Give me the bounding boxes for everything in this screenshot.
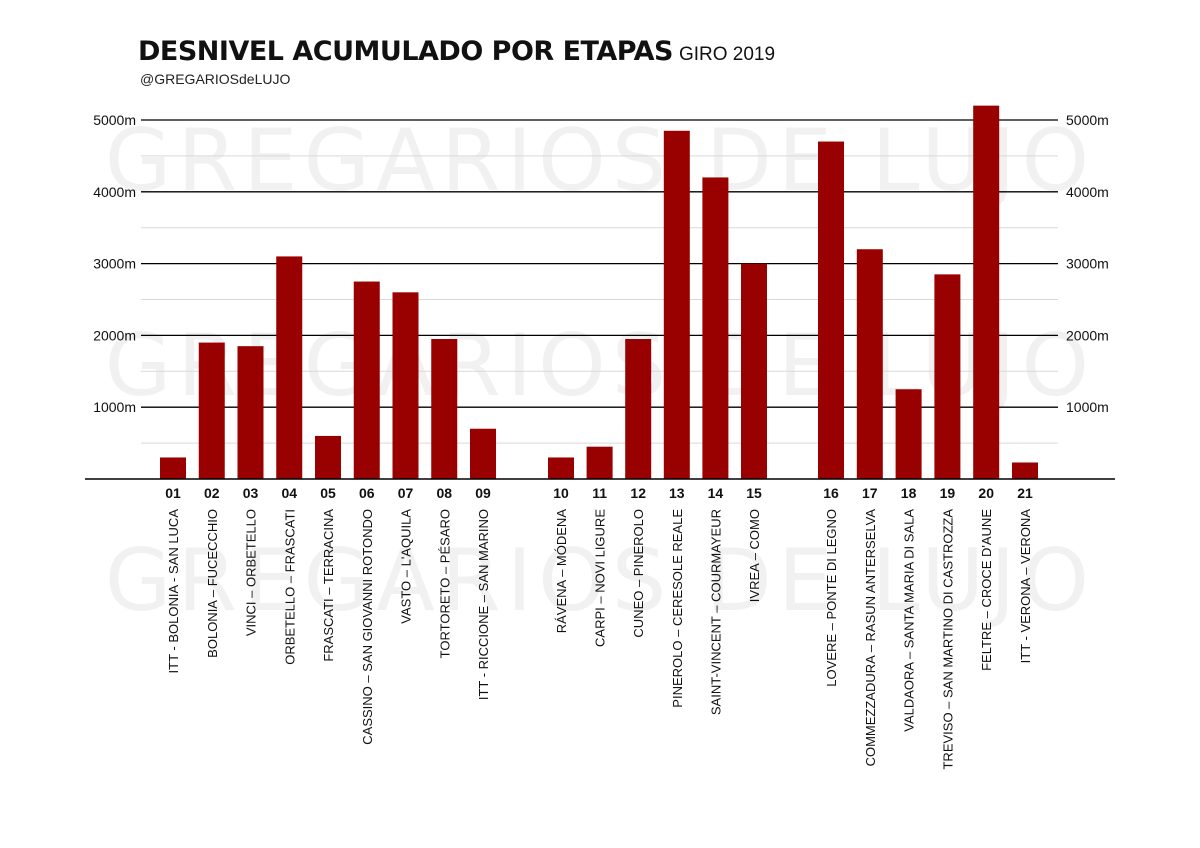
- stage-number-10: 10: [553, 485, 569, 501]
- y-tick-label-left: 4000m: [93, 184, 136, 200]
- bar-stage-12: [625, 338, 652, 479]
- stage-route-15: IVREA – COMO: [747, 509, 762, 602]
- stage-number-14: 14: [708, 485, 724, 501]
- bar-stage-13: [663, 130, 690, 479]
- source-handle: @GREGARIOSdeLUJO: [140, 71, 291, 87]
- stage-route-02: BOLONIA – FUCECCHIO: [205, 509, 220, 658]
- bar-stage-16: [818, 141, 844, 480]
- stage-route-01: ITT - BOLONIA - SAN LUCA: [166, 509, 181, 674]
- stage-number-02: 02: [204, 485, 220, 501]
- y-tick-label-right: 1000m: [1066, 399, 1109, 415]
- bar-stage-07: [392, 292, 419, 479]
- stage-number-07: 07: [398, 485, 414, 501]
- stage-route-14: SAINT-VINCENT – COURMAYEUR: [708, 509, 723, 715]
- bar-stage-17: [856, 249, 883, 479]
- stage-number-08: 08: [436, 485, 452, 501]
- stage-number-17: 17: [862, 485, 878, 501]
- bar-stage-06: [353, 281, 380, 479]
- bar-stage-08: [431, 338, 458, 479]
- stage-number-06: 06: [359, 485, 375, 501]
- chart-title: DESNIVEL ACUMULADO POR ETAPAS GIRO 2019: [138, 36, 775, 67]
- stage-route-03: VINCI – ORBETELLO: [244, 509, 259, 636]
- stage-number-01: 01: [165, 485, 181, 501]
- stage-route-16: LOVERE – PONTE DI LEGNO: [824, 509, 839, 687]
- stage-route-19: TREVISO – SAN MARTINO DI CASTROZZA: [940, 509, 955, 770]
- bar-stage-19: [934, 274, 961, 479]
- stage-route-09: ITT - RICCIONE – SAN MARINO: [476, 509, 491, 700]
- y-tick-label-left: 3000m: [93, 256, 136, 272]
- stage-route-08: TORTORETO – PÉSARO: [437, 509, 452, 658]
- bar-stage-10: [548, 457, 574, 479]
- bar-stage-01: [160, 457, 186, 479]
- bar-stage-18: [895, 389, 922, 479]
- stage-route-21: ITT - VERONA – VERONA: [1018, 509, 1033, 664]
- stage-route-18: VALDAORA – SANTA MARIA DI SALA: [902, 509, 917, 732]
- stage-route-11: CARPI – NOVI LIGURE: [593, 509, 608, 647]
- stage-number-12: 12: [630, 485, 646, 501]
- stage-number-11: 11: [592, 485, 607, 501]
- y-tick-label-left: 5000m: [93, 112, 136, 128]
- y-tick-label-left: 2000m: [93, 327, 136, 343]
- stage-number-20: 20: [978, 485, 994, 501]
- stage-number-18: 18: [901, 485, 917, 501]
- stage-number-15: 15: [746, 485, 762, 501]
- bar-stage-11: [586, 446, 613, 479]
- bar-stage-03: [237, 346, 264, 479]
- watermark-text: GREGARIOS DE LUJO: [105, 111, 1095, 211]
- chart-title-text: DESNIVEL ACUMULADO POR ETAPAS: [138, 36, 673, 67]
- stage-route-10: RÁVENA – MÓDENA: [554, 509, 569, 634]
- stage-number-04: 04: [281, 485, 297, 501]
- y-tick-label-left: 1000m: [93, 399, 136, 415]
- stage-route-06: CASSINO – SAN GIOVANNI ROTONDO: [360, 509, 375, 745]
- bar-stage-21: [1012, 462, 1038, 479]
- bar-stage-14: [702, 177, 729, 479]
- bar-stage-04: [276, 256, 303, 479]
- bar-stage-15: [741, 263, 767, 479]
- bar-stage-20: [973, 105, 1000, 479]
- stage-number-21: 21: [1017, 485, 1033, 501]
- stage-number-19: 19: [940, 485, 956, 501]
- stage-number-03: 03: [243, 485, 259, 501]
- stage-number-05: 05: [320, 485, 336, 501]
- stage-number-13: 13: [669, 485, 685, 501]
- watermark-text: GREGARIOS DE LUJO: [105, 316, 1095, 416]
- y-tick-label-right: 3000m: [1066, 256, 1109, 272]
- y-tick-label-right: 2000m: [1066, 327, 1109, 343]
- stage-route-07: VASTO – L'AQUILA: [399, 509, 414, 624]
- bar-stage-09: [470, 428, 496, 479]
- stage-route-04: ORBETELLO – FRASCATI: [282, 509, 297, 665]
- watermark-text: GREGARIOS DE LUJO: [105, 531, 1095, 631]
- stage-route-05: FRASCATI – TERRACINA: [321, 509, 336, 662]
- bar-stage-02: [198, 342, 225, 479]
- stage-number-09: 09: [475, 485, 491, 501]
- y-tick-label-right: 4000m: [1066, 184, 1109, 200]
- stage-route-12: CUNEO – PINEROLO: [631, 509, 646, 638]
- chart-subtitle: GIRO 2019: [678, 44, 776, 65]
- bar-stage-05: [315, 435, 341, 479]
- stage-route-17: COMMEZZADURA – RASUN ANTERSELVA: [863, 509, 878, 767]
- stage-route-20: FELTRE – CROCE D'AUNE: [979, 509, 994, 671]
- stage-number-16: 16: [823, 485, 839, 501]
- y-tick-label-right: 5000m: [1066, 112, 1109, 128]
- stage-route-13: PINEROLO – CERESOLE REALE: [670, 509, 685, 708]
